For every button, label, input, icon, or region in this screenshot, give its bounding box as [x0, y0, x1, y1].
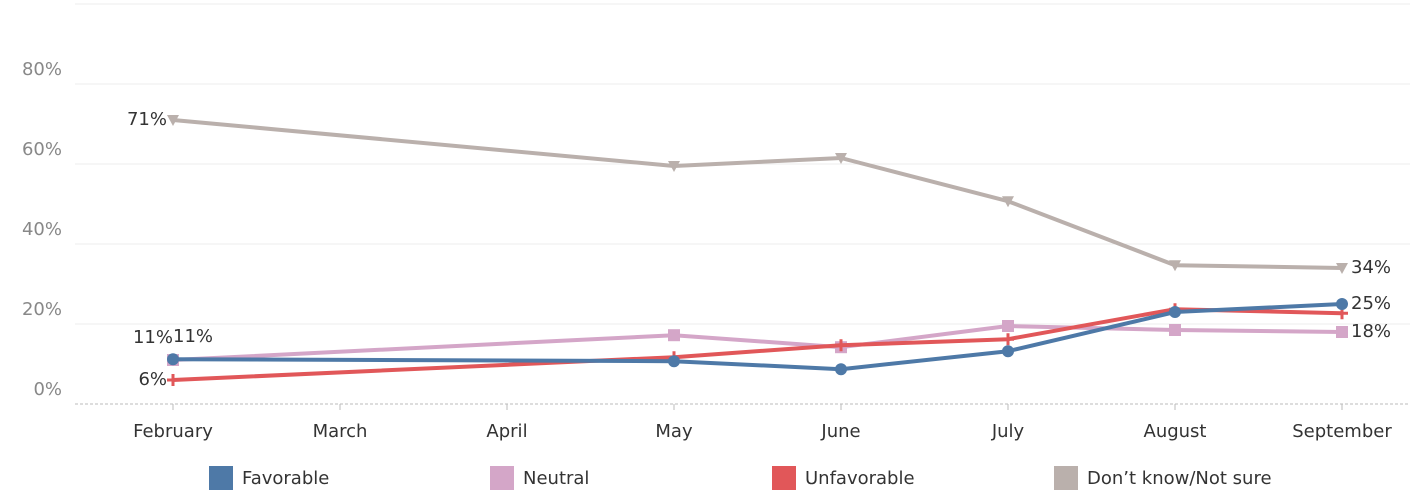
marker [1002, 333, 1014, 346]
marker [668, 161, 680, 172]
marker [167, 353, 179, 366]
marker [668, 329, 680, 342]
legend-label: Don’t know/Not sure [1087, 468, 1272, 489]
marker [1169, 306, 1181, 318]
marker [668, 355, 680, 368]
data-label: 18% [1351, 321, 1391, 342]
marker [1002, 345, 1014, 358]
data-label: 71% [127, 109, 167, 130]
legend-swatch [209, 466, 233, 490]
marker [835, 153, 847, 164]
data-label: 34% [1351, 257, 1391, 278]
data-label: 11% [133, 327, 173, 348]
data-label: 6% [138, 369, 167, 390]
series-line [172, 302, 1343, 372]
y-tick-label: 0% [33, 379, 62, 400]
y-tick-label: 40% [22, 219, 62, 240]
legend-label: Neutral [523, 468, 589, 489]
x-tick-label: September [1292, 421, 1392, 442]
x-tick-label: February [133, 421, 213, 442]
marker [1002, 320, 1014, 332]
y-tick-label: 80% [22, 59, 62, 80]
legend-swatch [1054, 466, 1078, 490]
marker [1002, 196, 1014, 208]
y-tick-label: 60% [22, 139, 62, 160]
series-line [172, 118, 1343, 270]
series-line [172, 307, 1343, 382]
series-line [172, 324, 1343, 362]
x-tick-label: August [1144, 421, 1207, 442]
legend-label: Unfavorable [805, 468, 915, 489]
legend-label: Favorable [242, 468, 329, 489]
y-tick-label: 20% [22, 299, 62, 320]
data-label: 25% [1351, 293, 1391, 314]
marker [1169, 324, 1181, 336]
legend-swatch [772, 466, 796, 490]
x-tick-label: June [820, 421, 860, 442]
legend-swatch [490, 466, 514, 490]
marker [167, 115, 179, 126]
marker [167, 374, 179, 386]
x-tick-label: July [991, 421, 1025, 442]
x-tick-label: April [486, 421, 527, 442]
marker [1336, 263, 1348, 274]
marker [835, 339, 847, 352]
x-tick-label: March [313, 421, 368, 442]
marker [1169, 260, 1181, 272]
x-tick-label: May [655, 421, 693, 442]
marker [1336, 298, 1348, 310]
marker [835, 363, 847, 376]
data-label: 11% [173, 326, 213, 347]
marker [1336, 326, 1348, 338]
